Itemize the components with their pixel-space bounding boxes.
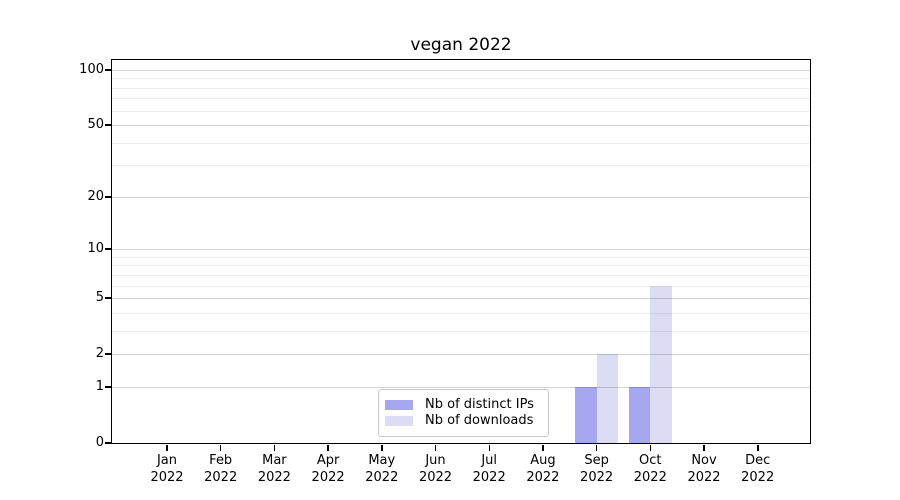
plot-area xyxy=(112,60,810,443)
y-gridline-minor xyxy=(112,285,810,287)
x-tick-label: Sep 2022 xyxy=(580,453,614,485)
y-gridline-major xyxy=(112,386,810,389)
x-tick xyxy=(273,444,276,451)
x-tick-label: Mar 2022 xyxy=(257,453,291,485)
y-gridline-minor xyxy=(112,87,810,89)
x-tick xyxy=(488,444,490,451)
x-tick xyxy=(595,444,598,451)
y-tick-label: 0 xyxy=(95,435,104,450)
y-gridline-minor xyxy=(112,330,810,332)
x-tick xyxy=(649,444,651,451)
y-gridline-major xyxy=(112,354,810,356)
x-tick xyxy=(327,444,329,451)
y-tick-label: 5 xyxy=(95,290,104,306)
y-gridline-major xyxy=(112,298,810,300)
x-tick xyxy=(757,444,759,451)
x-tick-label: Jul 2022 xyxy=(472,453,506,485)
y-tick xyxy=(104,196,111,198)
y-tick xyxy=(104,442,111,444)
y-gridline-minor xyxy=(112,312,810,314)
x-tick-label: Apr 2022 xyxy=(311,453,345,485)
x-tick xyxy=(219,444,222,451)
legend: Nb of distinct IPs Nb of downloads xyxy=(378,389,549,437)
chart-title: vegan 2022 xyxy=(410,35,512,55)
y-tick-label: 50 xyxy=(87,117,104,132)
axes-frame xyxy=(110,58,811,444)
legend-label-downloads: Nb of downloads xyxy=(425,413,534,428)
y-gridline-minor xyxy=(112,265,810,267)
x-tick-label: Jun 2022 xyxy=(418,453,453,485)
y-gridline-minor xyxy=(112,165,810,167)
y-tick-label: 10 xyxy=(87,241,104,257)
x-tick xyxy=(381,444,383,451)
y-gridline-minor xyxy=(112,78,810,80)
y-gridline-minor xyxy=(112,142,810,144)
y-tick xyxy=(104,248,111,250)
legend-swatch-downloads xyxy=(385,415,413,427)
y-gridline-minor xyxy=(112,98,810,100)
y-gridline-minor xyxy=(112,256,810,258)
y-tick xyxy=(104,69,111,71)
x-tick-label: Aug 2022 xyxy=(526,453,560,485)
y-tick xyxy=(104,386,111,388)
x-tick xyxy=(703,444,705,451)
x-tick-label: Jan 2022 xyxy=(150,453,184,485)
y-tick xyxy=(104,297,111,299)
x-tick-label: Nov 2022 xyxy=(687,453,721,485)
legend-label-distinct-ips: Nb of distinct IPs xyxy=(425,397,534,412)
legend-item-distinct-ips: Nb of distinct IPs xyxy=(385,397,542,413)
x-tick-label: Oct 2022 xyxy=(633,453,667,485)
x-tick xyxy=(166,444,168,451)
bar xyxy=(650,285,672,443)
y-gridline-major xyxy=(112,125,810,127)
legend-item-downloads: Nb of downloads xyxy=(385,413,542,429)
y-gridline-major xyxy=(112,249,810,251)
y-tick-label: 100 xyxy=(79,61,104,77)
y-tick xyxy=(104,124,111,126)
y-tick xyxy=(104,353,111,355)
y-gridline-minor xyxy=(112,110,810,112)
bar xyxy=(575,386,597,443)
bar xyxy=(628,386,651,443)
bars-layer xyxy=(112,60,810,443)
x-tick-label: May 2022 xyxy=(365,453,399,485)
grid-layer xyxy=(112,60,810,443)
y-gridline-minor xyxy=(112,274,810,276)
x-tick xyxy=(542,444,544,451)
y-tick-label: 1 xyxy=(95,378,104,394)
y-gridline-major xyxy=(112,69,810,71)
x-tick-label: Dec 2022 xyxy=(741,453,775,485)
legend-swatch-distinct-ips xyxy=(385,399,413,411)
x-tick-label: Feb 2022 xyxy=(204,453,238,485)
y-tick-label: 20 xyxy=(87,188,104,204)
bar xyxy=(596,354,619,443)
y-gridline-major xyxy=(112,196,810,198)
y-tick-label: 2 xyxy=(95,346,104,362)
x-tick xyxy=(434,444,437,451)
